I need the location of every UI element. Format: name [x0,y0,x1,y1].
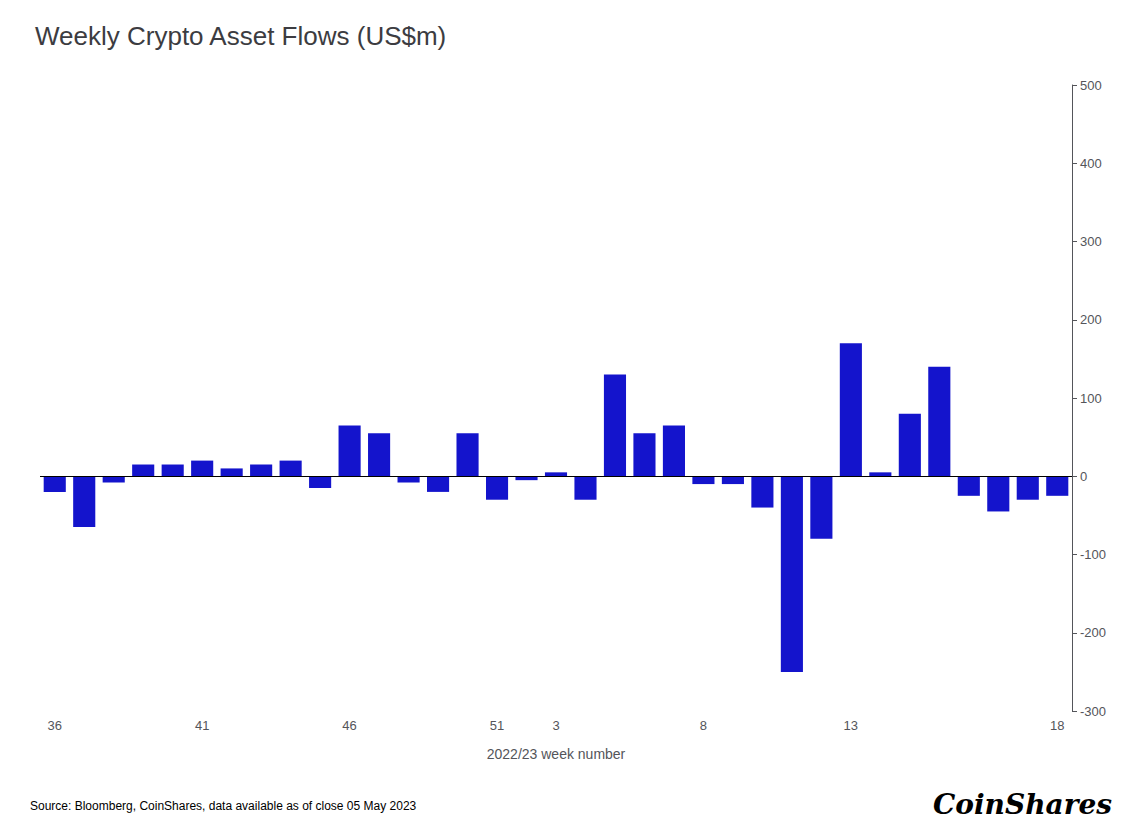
svg-text:18: 18 [1050,718,1064,733]
svg-text:2022/23 week number: 2022/23 week number [487,746,626,762]
svg-text:400: 400 [1080,156,1102,171]
svg-text:100: 100 [1080,391,1102,406]
svg-text:41: 41 [195,718,209,733]
svg-text:46: 46 [342,718,356,733]
svg-text:8: 8 [700,718,707,733]
svg-text:-200: -200 [1080,625,1106,640]
svg-text:300: 300 [1080,234,1102,249]
svg-text:Weekly Crypto Asset Flows (US$: Weekly Crypto Asset Flows (US$m) [35,21,446,51]
svg-text:-300: -300 [1080,704,1106,719]
svg-text:3: 3 [552,718,559,733]
svg-text:-100: -100 [1080,547,1106,562]
svg-text:CoinShares: CoinShares [933,788,1112,821]
svg-text:Source: Bloomberg, CoinShares,: Source: Bloomberg, CoinShares, data avai… [30,799,417,813]
svg-text:500: 500 [1080,78,1102,93]
svg-text:51: 51 [490,718,504,733]
svg-text:0: 0 [1080,469,1087,484]
svg-text:36: 36 [48,718,62,733]
svg-text:13: 13 [844,718,858,733]
svg-text:200: 200 [1080,312,1102,327]
